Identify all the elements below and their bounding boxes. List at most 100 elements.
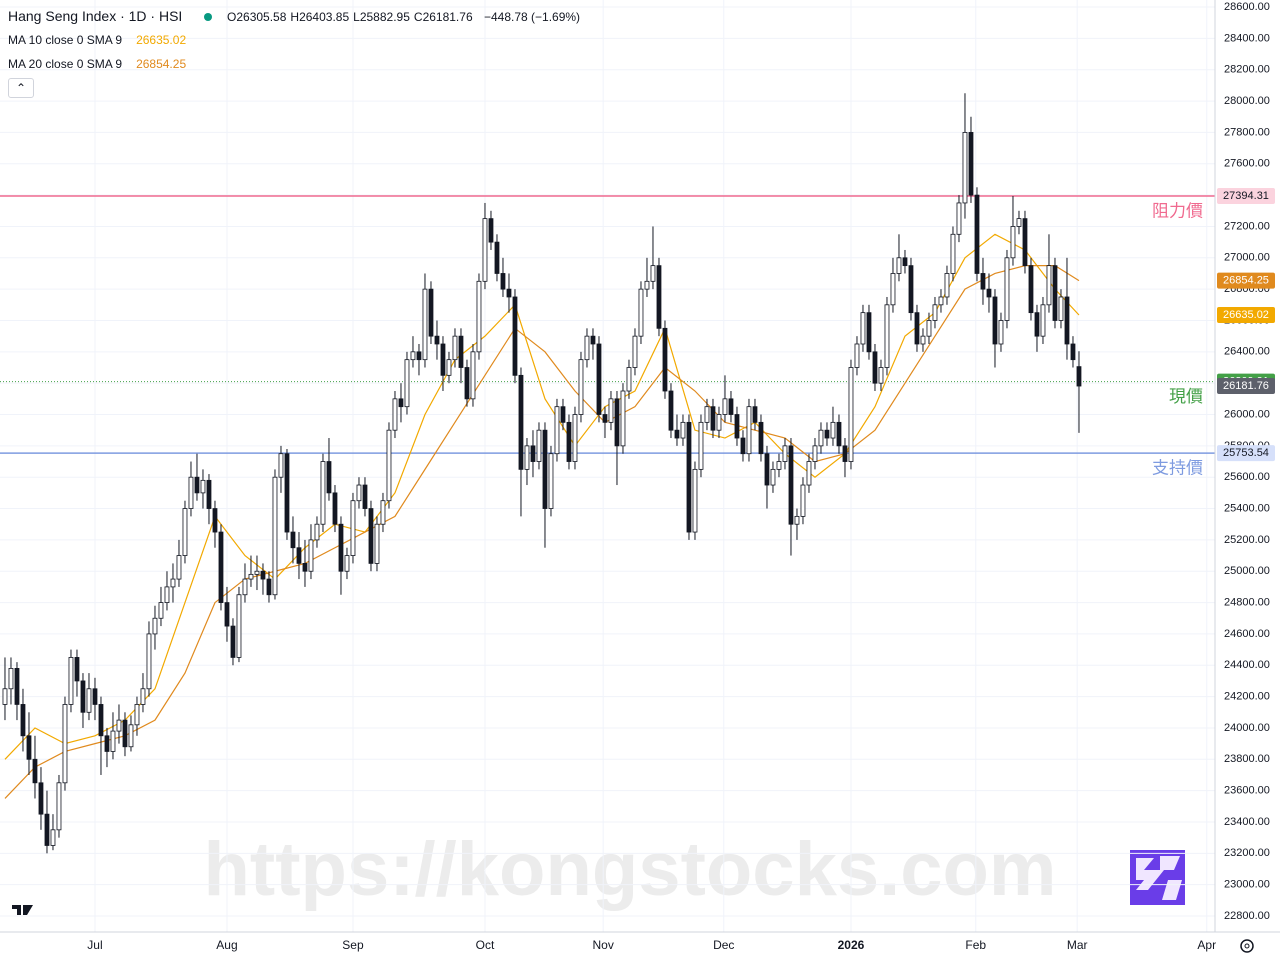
candle-body [152, 617, 158, 635]
candle-body [290, 531, 296, 549]
candle-body [620, 390, 626, 447]
price-tag-bg [1217, 188, 1275, 205]
candle-body [164, 586, 170, 603]
candle-body [854, 343, 860, 368]
y-tick-label: 28200.00 [1224, 64, 1270, 76]
ma-name: MA 20 close 0 SMA 9 [8, 57, 123, 71]
candle-body [116, 719, 122, 732]
y-tick-label: 26000.00 [1224, 408, 1270, 420]
candle-body [764, 453, 770, 486]
candle-body [962, 132, 968, 204]
candle-body [1034, 312, 1040, 337]
candle-body [878, 367, 884, 384]
x-tick-label: Jul [87, 938, 102, 952]
candle-body [212, 508, 218, 533]
candle-body [122, 719, 128, 748]
candle-body [860, 312, 866, 345]
candle-body [704, 406, 710, 423]
y-tick-label: 23400.00 [1224, 816, 1270, 828]
candle-body [260, 570, 266, 580]
price-tag-bg [1217, 445, 1275, 462]
candle-body [650, 265, 656, 282]
candle-body [692, 468, 698, 533]
candle-body [200, 479, 206, 494]
candle-body [50, 829, 56, 846]
candle-body [356, 484, 362, 502]
candle-body [80, 680, 86, 713]
candle-body [140, 688, 146, 705]
candle-body [134, 704, 140, 726]
candle-body [524, 445, 530, 470]
candle-body [26, 735, 32, 760]
candle-body [644, 280, 650, 290]
candle-body [656, 265, 662, 329]
candle-body [608, 398, 614, 423]
y-tick-label: 24000.00 [1224, 722, 1270, 734]
candle-body [908, 265, 914, 314]
ohlc-value: 26305.58 [236, 10, 287, 24]
candle-body [146, 633, 152, 690]
candle-body [572, 414, 578, 462]
x-tick-label: Sep [342, 938, 364, 952]
ma-name: MA 10 close 0 SMA 9 [8, 33, 123, 47]
candle-body [662, 327, 668, 392]
candle-body [890, 273, 896, 306]
candle-body [224, 602, 230, 627]
ohlc: O26305.58 H26403.85 L25882.95 C26181.76 [227, 10, 477, 24]
ohlc-key: O [227, 10, 237, 24]
candle-body [818, 429, 824, 447]
candle-body [920, 335, 926, 345]
candle-body [950, 233, 956, 274]
candle-body [968, 132, 974, 196]
status-dot [203, 13, 212, 21]
y-tick-label: 23800.00 [1224, 753, 1270, 765]
candle-body [194, 476, 200, 494]
collapse-button[interactable]: ⌃ [8, 78, 34, 98]
legend: Hang Seng Index · 1D · HSI O26305.58 H264… [8, 6, 580, 102]
candle-body [1022, 218, 1028, 267]
x-tick-label: Oct [476, 938, 495, 952]
y-tick-label: 25000.00 [1224, 565, 1270, 577]
candle-body [938, 296, 944, 306]
x-tick-label: Feb [965, 938, 986, 952]
candle-body [422, 288, 428, 361]
candle-body [746, 406, 752, 455]
price-line-label: 支持價 [1152, 459, 1203, 478]
candle-body [872, 351, 878, 384]
candle-body [518, 374, 524, 470]
candle-body [1010, 226, 1016, 259]
y-tick-label: 24800.00 [1224, 596, 1270, 608]
candle-body [404, 359, 410, 408]
candle-body [722, 398, 728, 415]
candle-body [452, 335, 458, 361]
candle-body [884, 304, 890, 368]
ma-line [4, 265, 1080, 799]
candle-body [206, 479, 212, 509]
candle-body [1004, 257, 1010, 321]
y-tick-label: 27000.00 [1224, 252, 1270, 264]
y-tick-label: 25600.00 [1224, 471, 1270, 483]
candle-body [380, 500, 386, 525]
candle-body [98, 704, 104, 737]
candle-body [374, 523, 380, 564]
candle-body [674, 429, 680, 439]
settings-icon[interactable] [1240, 939, 1254, 953]
candle-body [386, 429, 392, 502]
y-tick-label: 26400.00 [1224, 346, 1270, 358]
candle-body [242, 578, 248, 596]
candle-body [362, 484, 368, 509]
candle-body [86, 688, 92, 713]
candle-body [926, 320, 932, 337]
candle-body [1058, 296, 1064, 321]
candle-body [554, 406, 560, 455]
candle-body [8, 668, 14, 690]
tv-logo [12, 905, 33, 915]
candle-body [500, 273, 506, 290]
y-tick-label: 27800.00 [1224, 126, 1270, 138]
candle-body [932, 304, 938, 321]
candle-body [566, 421, 572, 462]
candle-body [1052, 265, 1058, 321]
price-tag-bg [1217, 272, 1275, 289]
candle-body [1016, 218, 1022, 227]
